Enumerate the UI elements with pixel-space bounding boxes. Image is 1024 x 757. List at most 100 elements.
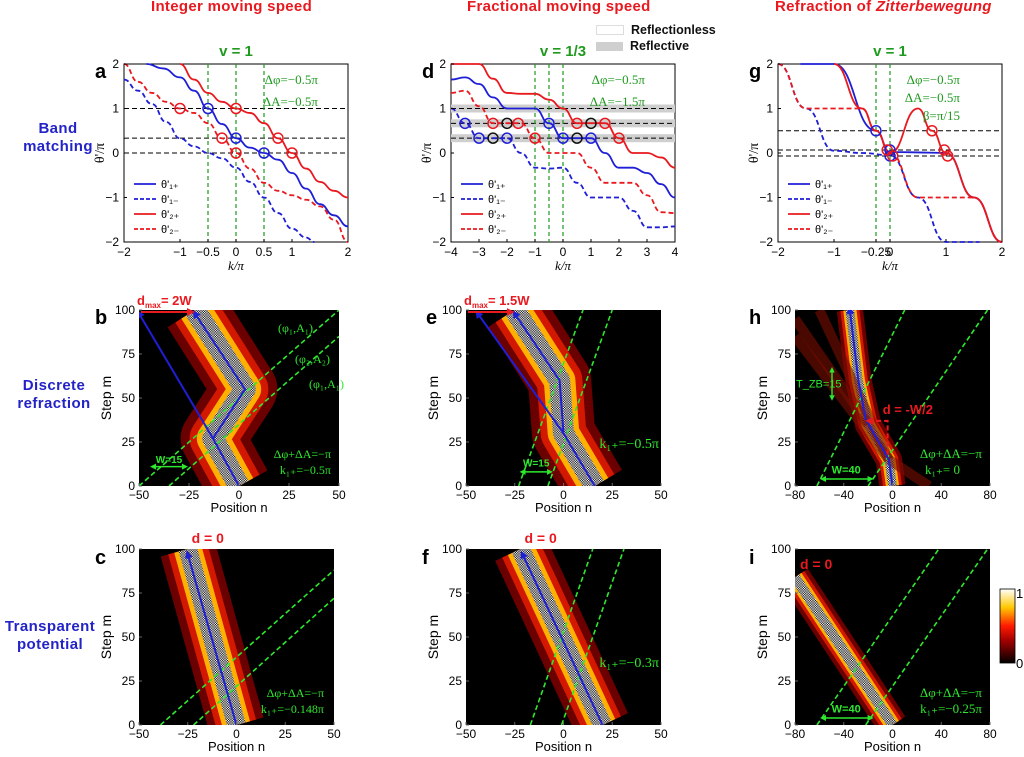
crossing-marker — [258, 147, 270, 159]
x-tick-label: 1 — [943, 245, 950, 259]
dmax-label: dmax= 2W — [137, 293, 192, 310]
title-plain: Refraction of — [775, 0, 876, 15]
crossing-marker — [202, 102, 214, 115]
panel-b: b −50 −25 0 25 50 0 25 50 75 100 Position n Step m dm… — [95, 293, 346, 515]
legend-label: θ'₁₊ — [161, 179, 179, 191]
potential-boundary — [517, 310, 584, 486]
y-tick-label: 0 — [766, 146, 773, 160]
y-tick-label: 75 — [449, 586, 463, 600]
y-tick-label: 75 — [778, 586, 792, 600]
x-tick-label: 0 — [889, 727, 896, 741]
y-tick-label: 2 — [439, 57, 446, 71]
y-tick-label: 1 — [112, 102, 119, 116]
x-tick-label: −50 — [129, 727, 150, 741]
y-tick-label: 25 — [449, 435, 463, 449]
y-tick-label: 75 — [778, 347, 792, 361]
shading-legend: Reflectionless Reflective — [596, 22, 716, 54]
annotation: Δφ=−0.5π — [592, 72, 646, 87]
y-axis-label: Step m — [754, 376, 770, 420]
crossing-marker — [230, 132, 242, 144]
colorbar-gradient — [999, 588, 1016, 664]
y-axis-label: Step m — [425, 615, 441, 659]
x-axis-label: Position n — [864, 500, 921, 515]
panel-letter: e — [426, 307, 437, 329]
y-tick-label: 1 — [439, 102, 446, 116]
x-tick-label: −50 — [129, 488, 150, 502]
potential-boundary — [168, 335, 339, 486]
annotation: (φ₂,A₂) — [295, 352, 330, 366]
y-tick-label: 25 — [778, 435, 792, 449]
y-tick-label: 75 — [122, 586, 136, 600]
y-tick-label: 75 — [449, 347, 463, 361]
x-tick-label: 25 — [606, 488, 620, 502]
column-title-fractional: Fractional moving speed — [467, 0, 651, 15]
heatmap-content — [475, 310, 622, 486]
annotation: (φ₁,A₁) — [309, 377, 344, 391]
legend-label: θ'₁₋ — [815, 194, 833, 206]
y-tick-label: 25 — [122, 674, 136, 688]
panel-letter: f — [422, 547, 429, 569]
column-title-zitterbewegung: Refraction of Zitterbewegung — [775, 0, 992, 15]
series-θ'2- — [450, 89, 676, 214]
dmax-label: dmax= 1.5W — [464, 293, 530, 310]
potential-boundary — [529, 549, 594, 725]
annotation: W=40 — [832, 465, 861, 477]
y-tick-label: 0 — [128, 479, 135, 493]
y-tick-label: −1 — [432, 191, 446, 205]
crossing-marker — [571, 132, 583, 144]
x-tick-label: 25 — [282, 488, 296, 502]
x-tick-label: −3 — [472, 245, 486, 259]
y-tick-label: 100 — [115, 303, 135, 317]
potential-boundary — [816, 549, 940, 725]
zb-branch — [814, 310, 894, 462]
y-tick-label: 25 — [778, 674, 792, 688]
heatmap-content — [795, 549, 989, 725]
potential-boundary — [159, 569, 334, 725]
x-tick-label: 2 — [999, 245, 1006, 259]
crossing-marker — [501, 117, 513, 130]
x-tick-label: 0 — [560, 245, 567, 259]
series-θ'2+ — [179, 63, 349, 199]
x-axis-label: Position n — [535, 739, 592, 754]
x-tick-label: 50 — [327, 727, 341, 741]
panel-i: i −80 −40 0 40 80 0 25 50 75 100 Position n Step m d … — [749, 542, 997, 754]
colorbar-max-label: 1 — [1016, 586, 1023, 601]
crossing-marker — [174, 102, 186, 115]
legend-label: θ'₂₋ — [161, 224, 179, 236]
d-label: d = 0 — [800, 556, 833, 572]
crossing-marker — [938, 144, 951, 156]
annotation: β=π/15 — [923, 108, 960, 123]
crossing-marker — [543, 117, 555, 130]
crossing-marker — [941, 150, 954, 162]
heatmap-content — [495, 549, 628, 725]
y-tick-label: 75 — [122, 347, 136, 361]
row-label-band-matching: Band matching — [18, 120, 98, 156]
trajectory-arrow — [512, 310, 596, 486]
crossing-marker — [599, 117, 611, 130]
annotation: (φ₁,A₁) — [278, 321, 313, 335]
series-θ'1- — [777, 63, 980, 243]
x-tick-label: −2 — [117, 245, 131, 259]
crossing-marker — [571, 117, 583, 130]
x-tick-label: −1 — [173, 245, 187, 259]
x-axis-label: Position n — [535, 500, 592, 515]
annotation: Δφ+ΔA=−π — [920, 685, 983, 700]
y-tick-label: 50 — [778, 630, 792, 644]
panel-c: c −50 −25 0 25 50 0 25 50 75 100 Position n Step m d … — [95, 530, 341, 754]
annotation: ΔA=−0.5π — [905, 90, 961, 105]
x-tick-label: −80 — [785, 488, 806, 502]
y-tick-label: 100 — [442, 542, 462, 556]
annotation: W=15 — [523, 459, 550, 470]
x-tick-label: 40 — [935, 727, 949, 741]
x-tick-label: −25 — [178, 727, 199, 741]
series-θ'1+ — [450, 76, 676, 199]
series-θ'1+ — [146, 63, 349, 228]
panel-letter: i — [749, 547, 755, 569]
panel-f: f −50 −25 0 25 50 0 25 50 75 100 Position n Step m d … — [422, 530, 668, 754]
x-tick-label: 1 — [289, 245, 296, 259]
row-label-line2: refraction — [17, 395, 91, 412]
reflective-label: Reflective — [630, 39, 690, 53]
potential-boundary — [547, 310, 614, 486]
heatmap-content — [159, 549, 334, 725]
crossing-marker — [487, 117, 499, 130]
